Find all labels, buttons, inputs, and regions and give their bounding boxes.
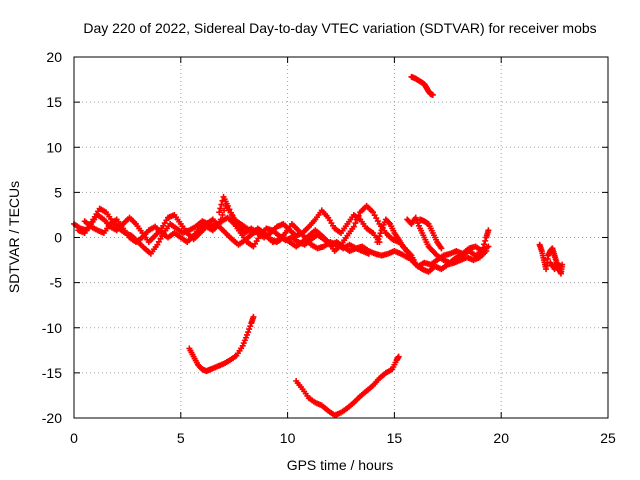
data-point xyxy=(224,202,231,209)
data-point xyxy=(485,227,492,234)
data-point xyxy=(377,230,384,237)
data-point xyxy=(217,205,224,212)
y-tick-label: 15 xyxy=(46,94,62,110)
y-tick-label: 20 xyxy=(46,49,62,65)
data-point xyxy=(481,241,488,248)
data-point xyxy=(217,216,224,223)
x-tick-label: 25 xyxy=(600,430,616,446)
chart-title: Day 220 of 2022, Sidereal Day-to-day VTE… xyxy=(83,20,596,36)
data-point xyxy=(229,213,236,220)
x-tick-label: 20 xyxy=(493,430,509,446)
data-point xyxy=(375,236,382,243)
tick-layer: 0 5 10 15 20 25 -20 -15 -10 -5 0 5 10 15 20 xyxy=(42,49,616,446)
y-tick-label: -20 xyxy=(42,410,62,426)
series-track-b xyxy=(75,202,383,246)
data-point xyxy=(438,245,445,252)
data-point xyxy=(226,206,233,213)
series-track-i xyxy=(536,241,566,277)
data-point xyxy=(350,223,357,230)
series-track-g xyxy=(402,243,492,270)
data-point xyxy=(219,211,226,218)
x-tick-label: 5 xyxy=(177,430,185,446)
x-tick-label: 0 xyxy=(70,430,78,446)
data-point xyxy=(216,209,223,216)
data-point xyxy=(429,91,436,98)
data-point xyxy=(247,323,254,330)
data-point xyxy=(482,237,489,244)
series-track-h xyxy=(417,216,445,252)
y-axis-title: SDTVAR / TECUs xyxy=(6,181,22,293)
y-tick-label: -15 xyxy=(42,365,62,381)
data-point xyxy=(227,209,234,216)
series-track-k xyxy=(186,313,257,375)
y-tick-label: 0 xyxy=(54,230,62,246)
x-axis-title: GPS time / hours xyxy=(287,457,394,473)
data-point xyxy=(547,259,554,266)
x-tick-label: 15 xyxy=(387,430,403,446)
data-point xyxy=(365,250,372,257)
y-tick-label: 10 xyxy=(46,139,62,155)
data-point xyxy=(395,353,402,360)
data-point xyxy=(244,331,251,338)
data-point xyxy=(218,201,225,208)
data-point xyxy=(250,313,257,320)
x-tick-label: 10 xyxy=(280,430,296,446)
data-point xyxy=(246,326,253,333)
data-point xyxy=(245,329,252,336)
grid-layer xyxy=(74,57,608,418)
series-track-d xyxy=(216,193,372,257)
series-track-l xyxy=(293,353,402,419)
data-point xyxy=(386,219,393,226)
series-track-j xyxy=(408,73,436,98)
y-tick-label: 5 xyxy=(54,184,62,200)
data-point xyxy=(355,212,362,219)
data-point xyxy=(376,233,383,240)
y-tick-label: -10 xyxy=(42,320,62,336)
y-tick-label: -5 xyxy=(50,275,63,291)
data-layer xyxy=(71,73,566,419)
data-point xyxy=(485,243,492,250)
data-point xyxy=(352,220,359,227)
data-point xyxy=(354,216,361,223)
data-point xyxy=(374,239,381,246)
